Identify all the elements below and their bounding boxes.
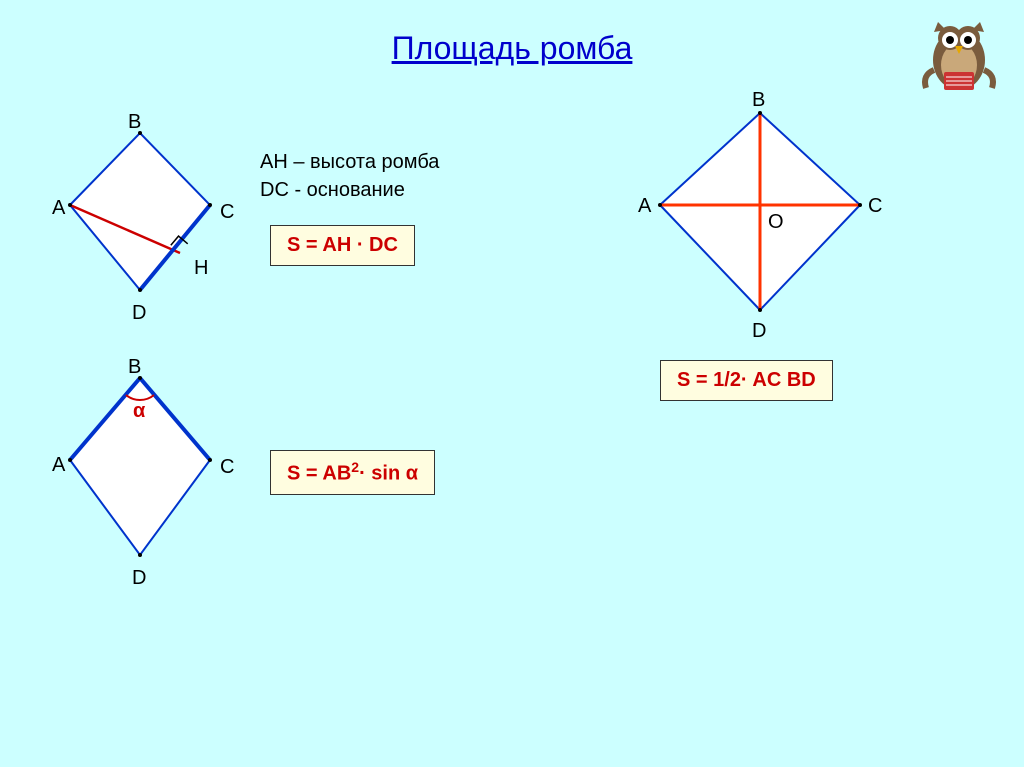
formula-2-exp: 2 (351, 459, 359, 475)
description-text: AH – высота ромба DC - основание (260, 148, 439, 204)
label-d1-C: C (220, 201, 234, 224)
formula-2-prefix: S = AB (287, 463, 351, 485)
label-d3-B: B (752, 89, 765, 112)
label-d3-A: A (638, 195, 651, 218)
formula-3: S = 1/2· AC BD (660, 360, 833, 401)
label-d2-D: D (132, 567, 146, 590)
formula-1: S = AH · DC (270, 225, 415, 266)
label-d3-C: C (868, 195, 882, 218)
desc-line-1: AH – высота ромба (260, 148, 439, 176)
formula-2-suffix: · sin α (359, 463, 418, 485)
label-d1-D: D (132, 302, 146, 325)
label-d2-C: C (220, 456, 234, 479)
diagram-3: A B C D O (630, 95, 890, 345)
diagram-1: A B C D H (40, 115, 240, 325)
label-d2-alpha: α (133, 400, 145, 423)
label-d1-A: A (52, 197, 65, 220)
label-d1-B: B (128, 111, 141, 134)
owl-icon (914, 10, 1004, 100)
page-title: Площадь ромба (0, 0, 1024, 67)
formula-2: S = AB2· sin α (270, 450, 435, 495)
diagram-2: A B C D α (40, 360, 240, 590)
label-d3-D: D (752, 320, 766, 343)
label-d3-O: O (768, 211, 784, 234)
label-d2-B: B (128, 356, 141, 379)
desc-line-2: DC - основание (260, 176, 439, 204)
label-d1-H: H (194, 257, 208, 280)
label-d2-A: A (52, 454, 65, 477)
